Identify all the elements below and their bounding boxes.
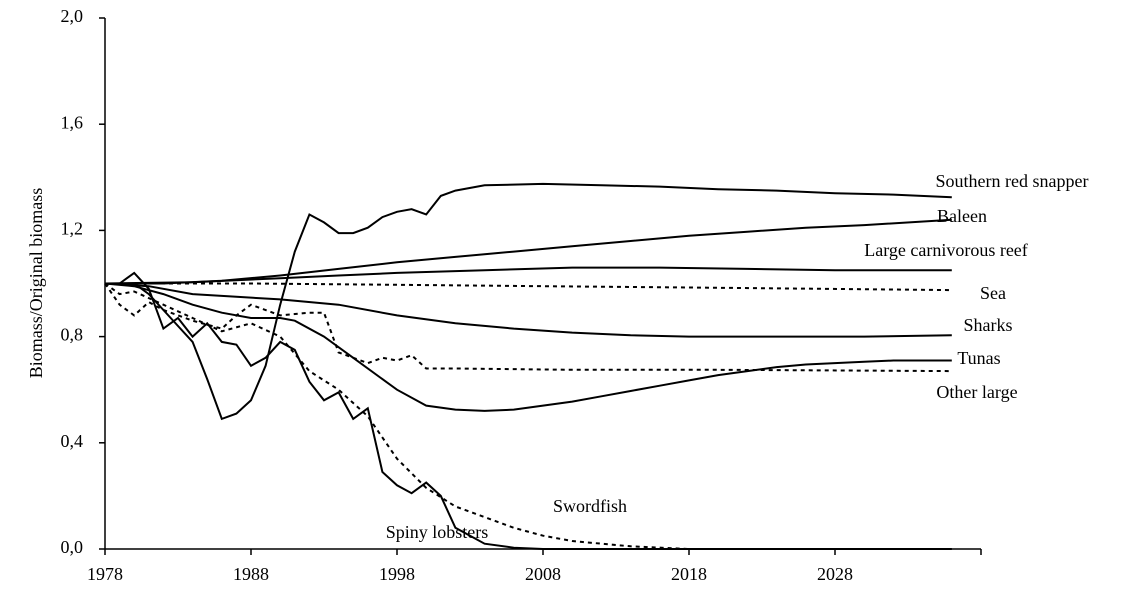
x-tick-label: 2018	[671, 564, 707, 584]
y-axis-label: Biomass/Original biomass	[26, 188, 46, 379]
series-line	[104, 282, 952, 550]
series-line	[104, 282, 952, 373]
y-tick-label: 0,0	[61, 537, 84, 557]
y-tick-label: 0,8	[61, 325, 84, 345]
series-line	[104, 282, 952, 412]
series-line	[105, 271, 952, 550]
y-tick-label: 2,0	[61, 6, 84, 26]
x-tick-label: 1998	[379, 564, 415, 584]
y-tick-label: 0,4	[61, 431, 84, 451]
y-tick-label: 1,6	[61, 112, 84, 132]
series-line	[105, 182, 952, 421]
x-tick-label: 2008	[525, 564, 561, 584]
series-line	[104, 282, 952, 338]
series-label: Other large	[936, 382, 1017, 402]
series-label: Swordfish	[553, 496, 627, 516]
series-label: Sharks	[964, 315, 1013, 335]
series-label: Sea	[980, 283, 1006, 303]
series-label: Baleen	[937, 206, 987, 226]
series-line	[105, 282, 952, 292]
y-tick-label: 1,2	[61, 219, 84, 239]
series-line	[105, 218, 952, 285]
series-label: Tunas	[957, 348, 1000, 368]
x-tick-label: 1978	[87, 564, 123, 584]
series-label: Spiny lobsters	[386, 522, 489, 542]
series-label: Southern red snapper	[936, 171, 1089, 191]
x-tick-label: 2028	[817, 564, 853, 584]
series-line	[104, 266, 952, 285]
x-tick-label: 1988	[233, 564, 269, 584]
series-label: Large carnivorous reef	[864, 240, 1028, 260]
